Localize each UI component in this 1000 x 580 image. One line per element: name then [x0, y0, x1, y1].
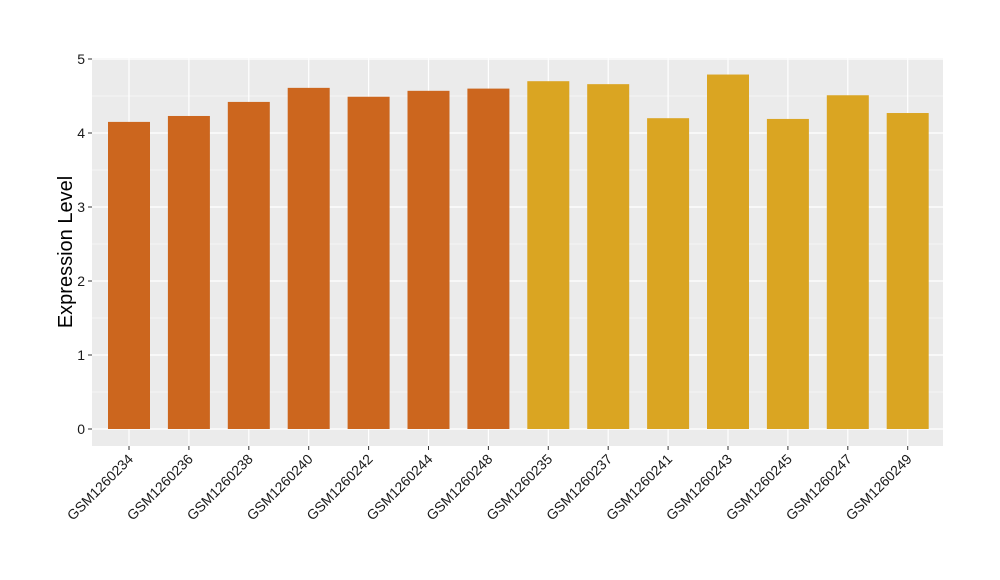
bar-GSM1260241	[647, 118, 690, 429]
bar-GSM1260243	[707, 74, 749, 429]
bars-group	[108, 74, 929, 430]
bar-GSM1260240	[287, 87, 330, 430]
y-tick-label: 4	[77, 125, 85, 141]
y-tick-label: 1	[77, 347, 85, 363]
bar-GSM1260238	[227, 101, 270, 430]
bar-GSM1260235	[527, 81, 570, 429]
bar-GSM1260245	[766, 118, 809, 429]
bar-GSM1260249	[886, 113, 929, 430]
bar-GSM1260242	[347, 96, 390, 430]
y-tick-label: 2	[77, 273, 85, 289]
bar-GSM1260234	[108, 121, 150, 430]
x-axis: GSM1260234GSM1260236GSM1260238GSM1260240…	[64, 446, 915, 523]
plot-panel	[92, 58, 943, 446]
bar-GSM1260236	[167, 115, 210, 429]
y-tick-label: 3	[77, 199, 85, 215]
y-tick-label: 5	[77, 51, 85, 67]
bar-GSM1260244	[407, 90, 450, 429]
bar-GSM1260248	[467, 88, 510, 429]
y-axis-title: Expression Level	[55, 176, 77, 328]
y-tick-label: 0	[77, 421, 85, 437]
bar-GSM1260237	[587, 84, 630, 429]
y-axis: 0 1 2 3 4 5	[77, 51, 92, 437]
bar-GSM1260247	[826, 95, 869, 429]
